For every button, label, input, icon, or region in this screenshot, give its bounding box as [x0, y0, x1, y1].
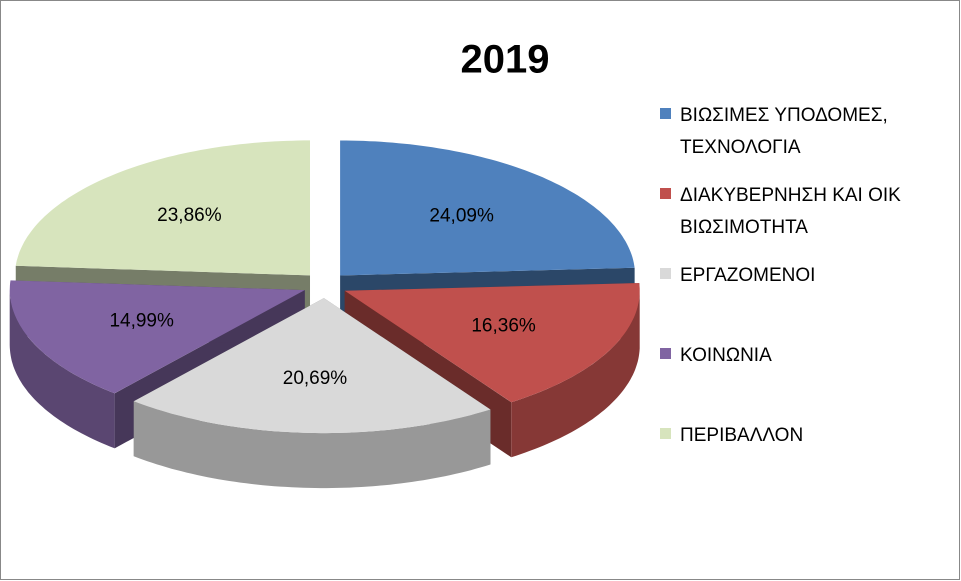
legend-item: ΒΙΩΣΙΜΕΣ ΥΠΟΔΟΜΕΣ, ΤΕΧΝΟΛΟΓΙΑ — [660, 100, 950, 164]
legend-swatch — [660, 188, 671, 199]
slice — [133, 298, 491, 434]
legend-label: ΠΕΡΙΒΑΛΛΟΝ — [680, 425, 804, 446]
legend-swatch — [660, 348, 671, 359]
slice — [344, 283, 640, 403]
slice — [15, 140, 311, 276]
legend-item: ΕΡΓΑΖΟΜΕΝΟΙ — [660, 260, 950, 292]
legend-item: ΔΙΑΚΥΒΕΡΝΗΣΗ ΚΑΙ ΟΙΚ ΒΙΩΣΙΜΟΤΗΤΑ — [660, 180, 950, 244]
slice — [340, 140, 635, 276]
slice-wall — [9, 290, 115, 449]
legend-label: ΒΙΩΣΙΜΕΣ ΥΠΟΔΟΜΕΣ, ΤΕΧΝΟΛΟΓΙΑ — [680, 105, 888, 158]
legend-label: ΕΡΓΑΖΟΜΕΝΟΙ — [680, 265, 816, 286]
legend-item: ΚΟΙΝΩΝΙΑ — [660, 340, 950, 372]
legend-item: ΠΕΡΙΒΑΛΛΟΝ — [660, 420, 950, 452]
legend-swatch — [660, 268, 671, 279]
slice — [9, 280, 305, 394]
slice-label: 24,09% — [429, 206, 494, 227]
slice-wall — [511, 290, 640, 458]
legend-swatch — [660, 428, 671, 439]
chart-title: 2019 — [461, 38, 550, 82]
slice-wall — [133, 401, 491, 489]
slice-label: 14,99% — [109, 311, 174, 332]
slice-label: 23,86% — [157, 205, 222, 226]
legend-label: ΚΟΙΝΩΝΙΑ — [680, 345, 772, 366]
legend-swatch — [660, 108, 671, 119]
slice-label: 20,69% — [283, 368, 348, 389]
slice-label: 16,36% — [471, 316, 536, 337]
legend-label: ΔΙΑΚΥΒΕΡΝΗΣΗ ΚΑΙ ΟΙΚ ΒΙΩΣΙΜΟΤΗΤΑ — [680, 185, 901, 238]
